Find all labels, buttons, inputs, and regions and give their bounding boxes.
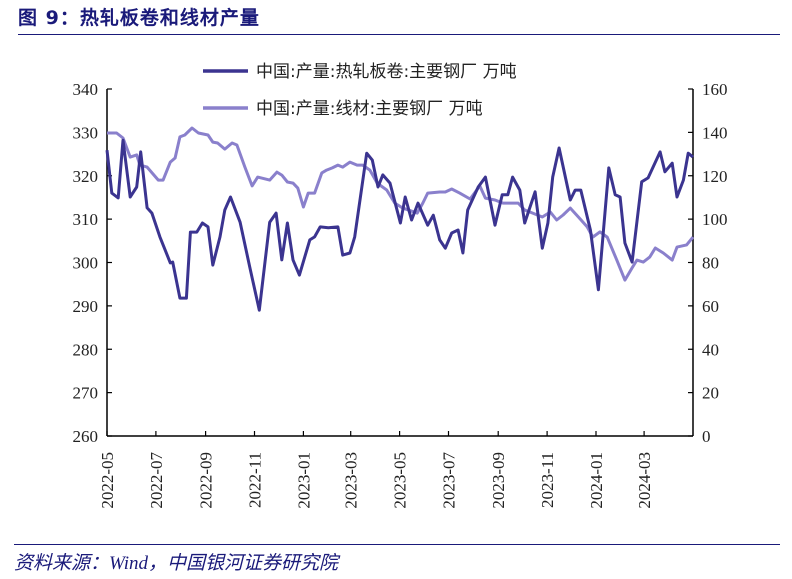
series-line-hrc — [105, 138, 694, 312]
x-axis-tick-label: 2022-05 — [98, 452, 117, 509]
x-axis-tick-label: 2022-07 — [147, 452, 166, 509]
figure-title: 图 9：热轧板卷和线材产量 — [18, 7, 260, 29]
left-axis-tick-label: 330 — [73, 123, 99, 142]
right-axis-tick-label: 140 — [702, 123, 728, 142]
left-axis-tick-label: 290 — [73, 297, 99, 316]
x-axis-tick-label: 2023-11 — [538, 452, 557, 508]
title-divider — [18, 34, 780, 35]
left-axis-tick-label: 270 — [73, 384, 99, 403]
x-axis-tick-label: 2023-01 — [294, 452, 313, 509]
left-axis-tick-label: 310 — [73, 210, 99, 229]
x-axis-tick-label: 2023-03 — [342, 452, 361, 509]
left-axis-tick-label: 280 — [73, 340, 99, 359]
legend: 中国:产量:热轧板卷:主要钢厂 万吨 中国:产量:线材:主要钢厂 万吨 — [203, 62, 517, 119]
legend-label-wire-rod: 中国:产量:线材:主要钢厂 万吨 — [256, 99, 483, 119]
x-axis-tick-label: 2022-09 — [197, 452, 216, 509]
x-axis-tick-label: 2023-07 — [439, 452, 458, 509]
x-axis-tick-label: 2023-05 — [391, 452, 410, 509]
right-axis-tick-label: 120 — [702, 167, 728, 186]
axes: 260 270 280 290 300 310 320 330 340 0 20 40 60 80 100 1… — [73, 80, 728, 509]
series-lines — [105, 126, 695, 312]
series-line-wire-rod — [107, 126, 695, 282]
right-axis-tick-label: 80 — [702, 254, 719, 273]
right-axis-tick-label: 20 — [702, 384, 719, 403]
left-axis-tick-label: 300 — [73, 254, 99, 273]
right-axis-tick-label: 40 — [702, 340, 719, 359]
left-axis-tick-label: 260 — [73, 427, 99, 446]
right-axis-tick-label: 0 — [702, 427, 711, 446]
x-axis-tick-label: 2022-11 — [246, 452, 265, 508]
x-axis-tick-label: 2024-01 — [587, 452, 606, 509]
legend-label-hrc: 中国:产量:热轧板卷:主要钢厂 万吨 — [256, 62, 517, 82]
source-divider — [14, 544, 780, 545]
source-note: 资料来源：Wind，中国银河证券研究院 — [14, 553, 339, 574]
x-axis-tick-label: 2023-09 — [489, 452, 508, 509]
x-axis-tick-label: 2024-03 — [635, 452, 654, 509]
right-axis-tick-label: 100 — [702, 210, 728, 229]
left-axis-tick-label: 340 — [73, 80, 99, 99]
right-axis-tick-label: 160 — [702, 80, 728, 99]
right-axis-tick-label: 60 — [702, 297, 719, 316]
left-axis-tick-label: 320 — [73, 167, 99, 186]
